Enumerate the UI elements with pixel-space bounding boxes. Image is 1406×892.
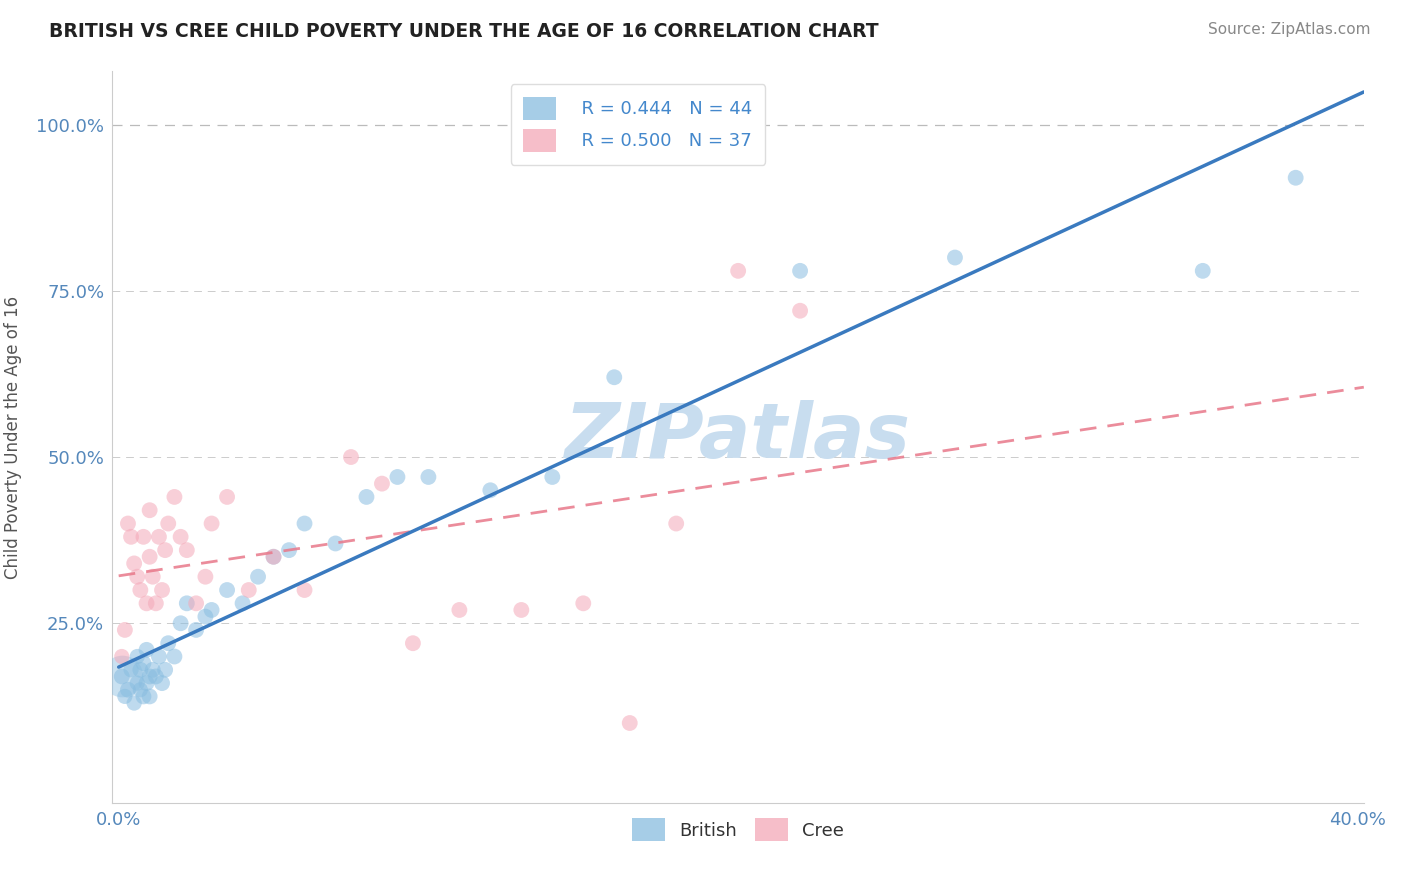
Point	[1285, 170, 1308, 185]
Point	[142, 663, 165, 677]
Point	[169, 616, 191, 631]
Point	[232, 596, 254, 610]
Point	[135, 643, 157, 657]
Point	[238, 582, 260, 597]
Point	[163, 490, 186, 504]
Point	[111, 649, 134, 664]
Point	[479, 483, 502, 498]
Point	[127, 649, 149, 664]
Point	[263, 549, 285, 564]
Point	[148, 530, 170, 544]
Point	[114, 690, 136, 704]
Point	[278, 543, 301, 558]
Point	[111, 669, 134, 683]
Point	[418, 470, 440, 484]
Point	[217, 490, 239, 504]
Point	[325, 536, 347, 550]
Point	[340, 450, 363, 464]
Point	[138, 503, 160, 517]
Point	[157, 516, 180, 531]
Point	[148, 649, 170, 664]
Point	[117, 516, 139, 531]
Point	[129, 682, 152, 697]
Point	[153, 663, 176, 677]
Point	[510, 603, 533, 617]
Point	[111, 669, 134, 683]
Text: BRITISH VS CREE CHILD POVERTY UNDER THE AGE OF 16 CORRELATION CHART: BRITISH VS CREE CHILD POVERTY UNDER THE …	[49, 22, 879, 41]
Point	[184, 623, 207, 637]
Point	[120, 663, 142, 677]
Legend: British, Cree: British, Cree	[621, 807, 855, 852]
Point	[184, 596, 207, 610]
Point	[145, 596, 167, 610]
Point	[200, 603, 222, 617]
Point	[727, 264, 749, 278]
Point	[132, 656, 155, 670]
Point	[541, 470, 564, 484]
Point	[150, 676, 173, 690]
Text: ZIPatlas: ZIPatlas	[565, 401, 911, 474]
Point	[176, 543, 198, 558]
Point	[120, 530, 142, 544]
Point	[200, 516, 222, 531]
Point	[1191, 264, 1213, 278]
Point	[135, 596, 157, 610]
Point	[138, 549, 160, 564]
Point	[145, 669, 167, 683]
Point	[142, 570, 165, 584]
Point	[371, 476, 394, 491]
Point	[603, 370, 626, 384]
Point	[294, 516, 316, 531]
Point	[135, 676, 157, 690]
Point	[263, 549, 285, 564]
Point	[943, 251, 966, 265]
Point	[294, 582, 316, 597]
Point	[169, 530, 191, 544]
Point	[153, 543, 176, 558]
Point	[129, 663, 152, 677]
Point	[789, 264, 811, 278]
Point	[127, 676, 149, 690]
Point	[572, 596, 595, 610]
Point	[129, 582, 152, 597]
Point	[138, 690, 160, 704]
Point	[665, 516, 688, 531]
Point	[194, 609, 217, 624]
Point	[150, 582, 173, 597]
Point	[127, 570, 149, 584]
Point	[117, 682, 139, 697]
Point	[356, 490, 378, 504]
Point	[247, 570, 270, 584]
Point	[449, 603, 471, 617]
Text: Source: ZipAtlas.com: Source: ZipAtlas.com	[1208, 22, 1371, 37]
Point	[619, 716, 641, 731]
Point	[157, 636, 180, 650]
Point	[122, 696, 145, 710]
Point	[122, 557, 145, 571]
Point	[402, 636, 425, 650]
Point	[132, 690, 155, 704]
Point	[132, 530, 155, 544]
Point	[387, 470, 409, 484]
Point	[114, 623, 136, 637]
Point	[194, 570, 217, 584]
Point	[138, 669, 160, 683]
Y-axis label: Child Poverty Under the Age of 16: Child Poverty Under the Age of 16	[4, 295, 22, 579]
Point	[176, 596, 198, 610]
Point	[789, 303, 811, 318]
Point	[217, 582, 239, 597]
Point	[163, 649, 186, 664]
